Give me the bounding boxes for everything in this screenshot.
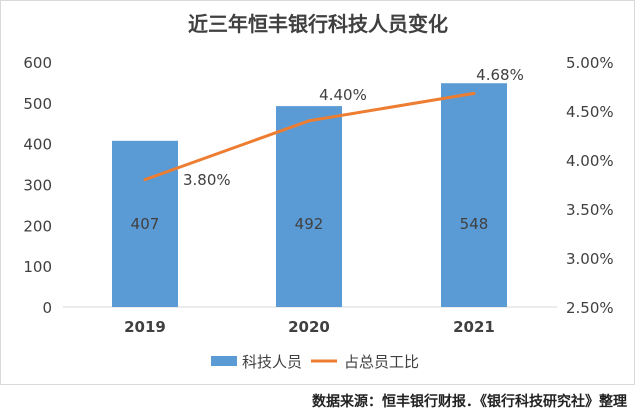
- y2-tick-label: 2.50%: [566, 299, 614, 317]
- bar-data-label: 492: [295, 215, 324, 233]
- y-tick-label: 200: [23, 217, 52, 235]
- legend-label-line: 占总员工比: [344, 353, 419, 371]
- bar-2019: [112, 140, 178, 307]
- y-tick-label: 0: [42, 299, 52, 317]
- legend-label-bars: 科技人员: [242, 353, 302, 371]
- y-tick-label: 400: [23, 136, 52, 154]
- legend-bar-swatch: [211, 356, 237, 366]
- y2-tick-label: 3.00%: [566, 250, 614, 268]
- y-tick-label: 100: [23, 258, 52, 276]
- line-point-2020: [307, 119, 311, 123]
- line-data-label: 4.40%: [319, 86, 367, 104]
- line-data-label: 4.68%: [476, 66, 524, 84]
- line-point-2019: [143, 178, 147, 182]
- bar-data-label: 407: [131, 215, 160, 233]
- y-tick-label: 300: [23, 177, 52, 195]
- y2-tick-label: 3.50%: [566, 201, 614, 219]
- bar-data-label: 548: [460, 215, 489, 233]
- chart-frame: [0, 0, 635, 385]
- line-point-2021: [472, 91, 476, 95]
- chart-title: 近三年恒丰银行科技人员变化: [188, 12, 448, 36]
- y2-tick-label: 4.50%: [566, 103, 614, 121]
- chart: 近三年恒丰银行科技人员变化 0 100 200 300 400 500 600 2.50% 3.0…: [23, 12, 614, 371]
- source-note: 数据来源：恒丰银行财报．《银行科技研究社》整理: [312, 394, 627, 410]
- bar-2021: [441, 83, 507, 307]
- y-tick-label: 600: [23, 54, 52, 72]
- bar-2020: [276, 106, 342, 307]
- y2-tick-label: 4.00%: [566, 152, 614, 170]
- x-tick-label: 2021: [453, 318, 495, 336]
- line-data-label: 3.80%: [183, 171, 231, 189]
- y-tick-label: 500: [23, 95, 52, 113]
- x-tick-label: 2019: [124, 318, 166, 336]
- y2-tick-label: 5.00%: [566, 54, 614, 72]
- x-tick-label: 2020: [288, 318, 330, 336]
